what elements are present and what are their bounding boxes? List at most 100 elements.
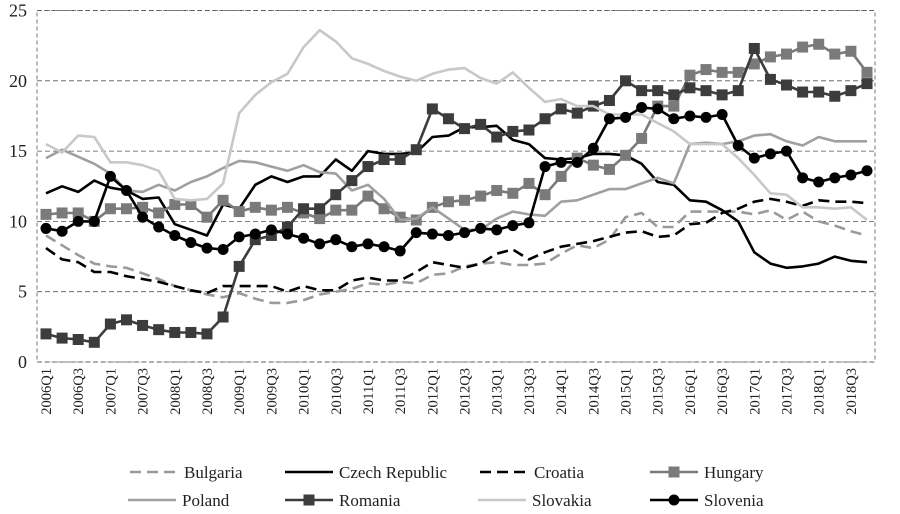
x-tick-label: 2012Q3 (458, 368, 474, 415)
data-point (507, 125, 519, 137)
data-point (442, 196, 454, 208)
data-point (459, 123, 471, 135)
x-tick-label: 2010Q1 (297, 368, 313, 415)
data-point (378, 154, 390, 166)
data-point (442, 229, 454, 241)
data-point (265, 224, 277, 236)
x-tick-label: 2018Q1 (812, 368, 828, 415)
legend-item: Slovenia (650, 491, 764, 510)
data-point (137, 201, 149, 213)
data-point (185, 236, 197, 248)
data-point (491, 184, 503, 196)
series-slovenia (40, 102, 873, 257)
data-point (88, 336, 100, 348)
data-point (265, 204, 277, 216)
y-axis: 0 5 10 15 20 25 (9, 1, 27, 373)
data-point (394, 245, 406, 257)
data-point (233, 231, 245, 243)
data-point (781, 48, 793, 60)
x-tick-label: 2007Q1 (103, 368, 119, 415)
data-point (716, 89, 728, 101)
data-point (636, 85, 648, 97)
series-line (45, 197, 868, 295)
data-point (764, 73, 776, 85)
series-czech-republic (45, 124, 868, 270)
data-point (829, 172, 841, 184)
x-tick-label: 2006Q3 (71, 368, 87, 415)
data-point (330, 234, 342, 246)
data-point (201, 328, 213, 340)
series-croatia (45, 197, 868, 295)
data-point (185, 326, 197, 338)
data-point (571, 107, 583, 119)
series-line (45, 106, 868, 253)
x-tick-label: 2010Q3 (329, 368, 345, 415)
legend-label: Slovenia (704, 491, 764, 510)
data-point (217, 244, 229, 256)
data-point (620, 149, 632, 161)
x-tick-label: 2008Q3 (200, 368, 216, 415)
data-point (153, 207, 165, 219)
data-point (410, 144, 422, 156)
series-line (45, 124, 868, 270)
data-point (72, 207, 84, 219)
data-point (298, 232, 310, 244)
data-point (120, 184, 132, 196)
data-point (603, 94, 615, 106)
data-point (362, 190, 374, 202)
legend-label: Slovakia (532, 491, 592, 510)
data-point (410, 214, 422, 226)
data-point (249, 201, 261, 213)
x-tick-label: 2008Q1 (168, 368, 184, 415)
legend-marker-circle-icon (668, 494, 680, 506)
data-point (378, 203, 390, 215)
data-point (555, 170, 567, 182)
data-point (861, 78, 873, 90)
series-line (45, 28, 868, 222)
series-line (45, 132, 867, 232)
legend-item: Czech Republic (285, 463, 448, 482)
data-point (539, 161, 551, 173)
data-point (40, 222, 52, 234)
data-point (410, 227, 422, 239)
data-point (781, 145, 793, 157)
x-tick-label: 2007Q3 (136, 368, 152, 415)
data-point (491, 224, 503, 236)
series-line (45, 47, 868, 344)
data-point (668, 113, 680, 125)
data-point (797, 41, 809, 53)
legend-item: Poland (128, 491, 230, 510)
series-hungary (40, 38, 873, 227)
x-tick-label: 2011Q3 (393, 368, 409, 414)
data-point (346, 241, 358, 253)
data-point (56, 332, 68, 344)
data-point (587, 142, 599, 154)
x-tick-label: 2006Q1 (39, 368, 55, 415)
data-point (684, 69, 696, 81)
legend-item: Hungary (650, 463, 764, 482)
data-point (426, 228, 438, 240)
data-point (137, 319, 149, 331)
data-point (603, 113, 615, 125)
data-point (153, 221, 165, 233)
data-point (652, 103, 664, 115)
data-point (201, 242, 213, 254)
data-point (555, 156, 567, 168)
x-tick-label: 2015Q1 (619, 368, 635, 415)
data-point (281, 201, 293, 213)
data-point (233, 260, 245, 272)
data-point (314, 213, 326, 225)
x-tick-label: 2013Q1 (490, 368, 506, 415)
data-point (378, 241, 390, 253)
data-point (523, 217, 535, 229)
y-tick-label: 15 (9, 141, 27, 161)
x-tick-label: 2018Q3 (844, 368, 860, 415)
data-point (72, 215, 84, 227)
data-point (281, 221, 293, 233)
data-point (426, 103, 438, 115)
data-point (56, 225, 68, 237)
legend-label: Poland (182, 491, 230, 510)
series-line (45, 42, 869, 223)
legend-item: Romania (285, 491, 401, 510)
data-point (700, 111, 712, 123)
